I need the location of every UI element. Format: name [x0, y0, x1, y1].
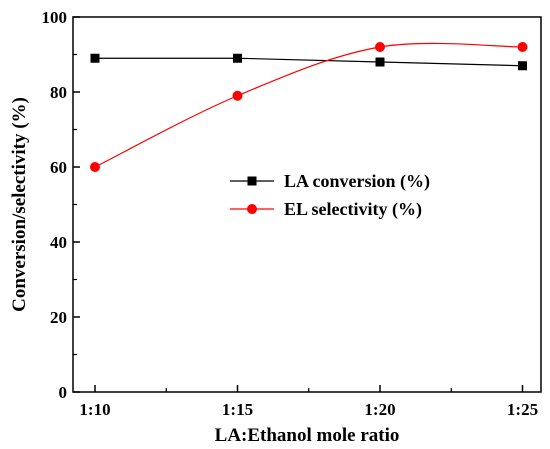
data-point	[518, 61, 527, 71]
x-axis-title: LA:Ethanol mole ratio	[215, 425, 400, 446]
y-tick-label: 0	[59, 383, 68, 402]
legend: LA conversion (%) EL selectivity (%)	[230, 171, 430, 220]
data-point	[90, 53, 100, 63]
data-point	[90, 162, 100, 172]
y-tick-label: 100	[42, 8, 68, 27]
legend-item: LA conversion (%)	[230, 171, 430, 192]
data-point	[375, 42, 385, 52]
legend-label: EL selectivity (%)	[284, 199, 422, 220]
y-tick-label: 20	[50, 308, 67, 327]
x-tick-label: 1:15	[222, 400, 253, 419]
y-axis-title: Conversion/selectivity (%)	[9, 97, 30, 312]
data-point	[517, 42, 528, 52]
data-point	[232, 90, 243, 101]
legend-marker	[247, 204, 257, 214]
series-1	[90, 53, 527, 71]
data-point	[233, 53, 242, 63]
x-tick-label: 1:20	[364, 400, 395, 419]
series-line	[95, 57, 523, 67]
legend-label: LA conversion (%)	[284, 171, 430, 192]
y-tick-label: 40	[50, 233, 67, 252]
data-point	[375, 57, 385, 67]
legend-marker	[247, 176, 257, 186]
ticks: 0 20 40 60 80 100 1:10 1:15 1:20 1:25	[42, 8, 539, 419]
x-tick-label: 1:10	[79, 400, 110, 419]
y-tick-label: 80	[50, 83, 67, 102]
series-line	[94, 42, 523, 168]
series-2	[90, 42, 528, 172]
legend-item: EL selectivity (%)	[230, 199, 422, 220]
y-tick-label: 60	[50, 158, 67, 177]
series-layer	[90, 42, 528, 172]
x-tick-label: 1:25	[507, 400, 538, 419]
